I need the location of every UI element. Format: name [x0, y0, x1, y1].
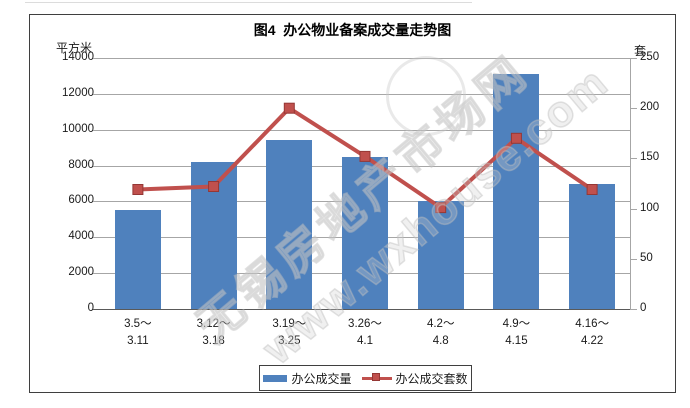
x-axis-line	[93, 309, 630, 310]
x-label-line2: 4.1	[357, 335, 373, 347]
left-axis-tick-label: 12000	[62, 86, 94, 99]
chart-title: 图4 办公物业备案成交量走势图	[253, 22, 452, 38]
legend-line-swatch-marker	[371, 373, 380, 381]
legend-bar-label: 办公成交量	[291, 371, 352, 386]
left-axis-tick-label: 2000	[68, 266, 94, 279]
left-axis-tick-label: 6000	[68, 194, 94, 207]
x-axis-tick-label: 4.2～ 4.8	[403, 316, 479, 350]
left-axis-tick-label: 14000	[62, 51, 94, 63]
line-marker	[208, 181, 220, 192]
right-axis-tick	[630, 58, 637, 59]
x-label-line1: 3.19～	[272, 318, 307, 330]
bar	[266, 140, 313, 309]
right-axis-tick	[630, 258, 637, 260]
x-label-line1: 4.16～	[575, 318, 610, 330]
x-axis-tick-label: 4.16～ 4.22	[554, 316, 630, 350]
legend-item-bar-series: 办公成交量	[263, 370, 352, 387]
plot-area	[93, 58, 637, 310]
right-axis-tick-label: 100	[640, 201, 660, 214]
line-marker	[359, 150, 371, 162]
line-marker	[132, 184, 144, 195]
line-marker	[435, 202, 447, 214]
right-axis-tick	[630, 158, 637, 160]
bar	[342, 157, 388, 309]
x-label-line2: 4.8	[432, 335, 449, 347]
x-label-line2: 4.15	[505, 335, 528, 347]
x-axis-tick-label: 3.19～ 3.25	[251, 316, 327, 350]
x-label-line1: 4.9～	[502, 318, 531, 330]
right-axis-tick-label: 0	[640, 302, 647, 314]
right-axis-tick-label: 50	[640, 251, 653, 264]
right-axis-tick-label: 250	[640, 51, 660, 63]
x-label-line2: 3.18	[202, 335, 225, 347]
line-marker	[283, 102, 295, 114]
bar	[569, 183, 616, 309]
left-axis-tick-label: 0	[87, 302, 94, 314]
bar	[493, 74, 540, 309]
x-axis-tick-label: 3.5～ 3.11	[100, 316, 176, 350]
x-axis-tick-label: 4.9～ 4.15	[478, 316, 554, 350]
right-axis-tick-label: 200	[640, 101, 660, 114]
x-axis-tick-label: 3.26～ 4.1	[327, 316, 403, 350]
x-label-line1: 3.5～	[124, 318, 152, 330]
bar	[417, 201, 464, 309]
left-axis-unit-label: 平方米	[56, 41, 93, 55]
x-label-line2: 4.22	[580, 335, 604, 347]
gridline	[93, 93, 630, 95]
left-axis-tick-label: 8000	[68, 158, 94, 171]
line-marker	[510, 132, 522, 144]
x-label-line2: 3.11	[127, 335, 149, 347]
right-axis-tick-label: 150	[640, 151, 660, 164]
x-label-line1: 4.2～	[426, 318, 455, 330]
bar	[114, 210, 161, 309]
left-axis-tick-label: 10000	[62, 122, 94, 135]
x-label-line1: 3.26～	[348, 318, 382, 330]
legend-line-swatch	[361, 373, 392, 383]
left-axis-tick-label: 4000	[68, 230, 94, 243]
legend-bar-swatch	[263, 374, 288, 382]
right-axis-line	[630, 58, 631, 309]
gridline	[93, 58, 630, 59]
chart-frame: 图4 办公物业备案成交量走势图 平方米 套 无锡房地产市场网 www.wxhou…	[29, 14, 676, 393]
gridline	[93, 129, 630, 131]
legend: 办公成交量 办公成交套数	[259, 365, 472, 391]
right-axis-unit-label: 套	[634, 44, 647, 58]
page-divider-line	[25, 2, 472, 3]
right-axis-tick	[630, 208, 637, 210]
line-marker	[586, 184, 598, 195]
right-axis-tick	[630, 108, 637, 110]
x-axis-tick-label: 3.12～ 3.18	[176, 316, 252, 350]
legend-line-label: 办公成交套数	[395, 371, 468, 386]
legend-item-line-series: 办公成交套数	[361, 370, 468, 387]
line-series	[132, 102, 598, 214]
x-label-line2: 3.25	[278, 335, 301, 347]
right-axis-tick	[630, 309, 637, 310]
x-label-line1: 3.12～	[196, 318, 231, 330]
